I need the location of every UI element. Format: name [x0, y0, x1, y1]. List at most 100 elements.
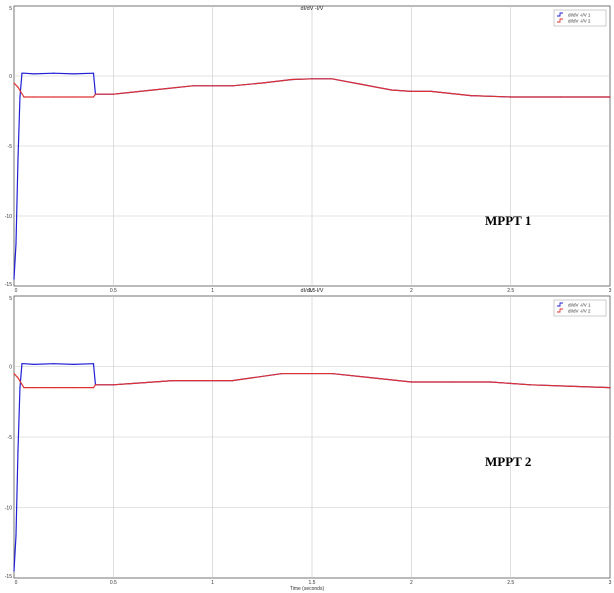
y-tick-label: -5	[8, 144, 13, 150]
legend-swatch-icon	[557, 18, 563, 23]
data-point	[261, 82, 263, 84]
legend-swatch-icon	[557, 308, 563, 313]
data-point	[53, 387, 55, 389]
x-tick-label: 3	[609, 580, 612, 586]
data-point	[53, 96, 55, 98]
data-point	[172, 380, 174, 382]
data-point	[311, 372, 313, 375]
data-point	[13, 82, 15, 84]
data-point	[291, 78, 293, 81]
data-point	[410, 90, 412, 92]
data-point	[17, 450, 19, 452]
data-point	[430, 90, 432, 92]
legend-box	[553, 299, 607, 317]
legend-label: dI/dV -I/V 2	[568, 19, 591, 24]
data-point	[19, 387, 21, 389]
data-point	[609, 387, 611, 389]
legend-label: dI/dV -I/V 1	[568, 13, 591, 18]
y-tick-label: -10	[5, 214, 12, 220]
data-point	[231, 85, 234, 87]
x-tick-label: 1	[211, 288, 214, 294]
data-point	[33, 387, 35, 389]
data-point	[73, 363, 75, 365]
data-point	[410, 381, 412, 383]
data-point	[470, 95, 472, 97]
x-tick-label: 0	[15, 288, 18, 294]
data-point	[92, 363, 95, 365]
x-tick-label: 0	[15, 580, 18, 586]
data-point	[510, 96, 512, 98]
y-tick-label: -15	[5, 574, 12, 580]
data-point	[231, 380, 234, 382]
legend-swatch-icon	[557, 302, 563, 307]
data-point	[33, 96, 35, 98]
data-point	[529, 384, 532, 386]
data-point	[15, 243, 17, 245]
data-point	[92, 96, 95, 98]
data-point	[361, 83, 363, 85]
y-tick-label: -10	[5, 506, 12, 512]
data-point	[390, 89, 393, 91]
legend-label: dI/dV -I/V 1	[568, 303, 591, 308]
y-tick-label: -5	[8, 435, 13, 441]
x-tick-label: 2.5	[507, 580, 514, 586]
x-tick-label: 1.5	[309, 288, 316, 294]
data-point	[33, 73, 35, 75]
data-point	[13, 278, 15, 280]
data-point	[23, 72, 25, 74]
data-point	[192, 85, 194, 87]
data-point	[490, 381, 492, 383]
data-point	[609, 96, 611, 98]
data-point	[281, 372, 283, 375]
data-point	[73, 387, 75, 389]
x-tick-label: 3	[609, 288, 612, 294]
chart-title: dI/dV -I/V	[301, 288, 324, 294]
x-tick-label: 2	[410, 288, 413, 294]
x-tick-label: 1.5	[309, 580, 316, 586]
data-point	[152, 89, 154, 91]
data-point	[331, 372, 333, 375]
data-point	[212, 85, 214, 87]
data-point	[559, 96, 561, 98]
data-point	[331, 78, 333, 80]
data-point	[53, 363, 55, 365]
data-point	[21, 72, 23, 74]
data-point	[33, 363, 35, 365]
data-point	[21, 363, 23, 365]
y-tick-label: 5	[9, 6, 12, 12]
data-point	[13, 372, 15, 375]
data-point	[13, 570, 15, 572]
data-point	[19, 96, 21, 98]
data-point	[17, 159, 19, 161]
x-tick-label: 1	[211, 580, 214, 586]
data-point	[94, 93, 97, 95]
chart-panel-mppt-1: 0 0.5 1 1.5 2 2.5 3 5 0 -5 -10 -15 dI/dV -I/V dI/dV -…	[5, 5, 612, 294]
y-tick-label: 0	[9, 74, 12, 80]
y-tick-label: 5	[9, 296, 12, 302]
legend-swatch-icon	[557, 12, 563, 17]
data-point	[53, 72, 55, 74]
data-point	[23, 387, 25, 389]
data-point	[371, 377, 373, 379]
mppt-annotation: MPPT 2	[485, 454, 531, 469]
data-point	[450, 381, 452, 383]
data-point	[92, 72, 95, 74]
data-point	[112, 93, 114, 95]
data-point	[92, 387, 95, 389]
legend-box	[553, 9, 607, 27]
x-tick-label: 2.5	[507, 288, 514, 294]
data-point	[73, 96, 75, 98]
chart-title: dI/dV -I/V	[301, 6, 324, 12]
data-point	[15, 535, 17, 537]
data-point	[73, 73, 75, 75]
data-point	[17, 377, 19, 379]
x-tick-label: 0.5	[110, 580, 117, 586]
x-tick-label: 0.5	[110, 288, 117, 294]
x-axis-label: Time (seconds)	[290, 586, 325, 592]
data-point	[17, 86, 19, 88]
y-tick-label: -15	[5, 282, 12, 288]
data-point	[94, 384, 97, 386]
data-point	[23, 96, 25, 98]
